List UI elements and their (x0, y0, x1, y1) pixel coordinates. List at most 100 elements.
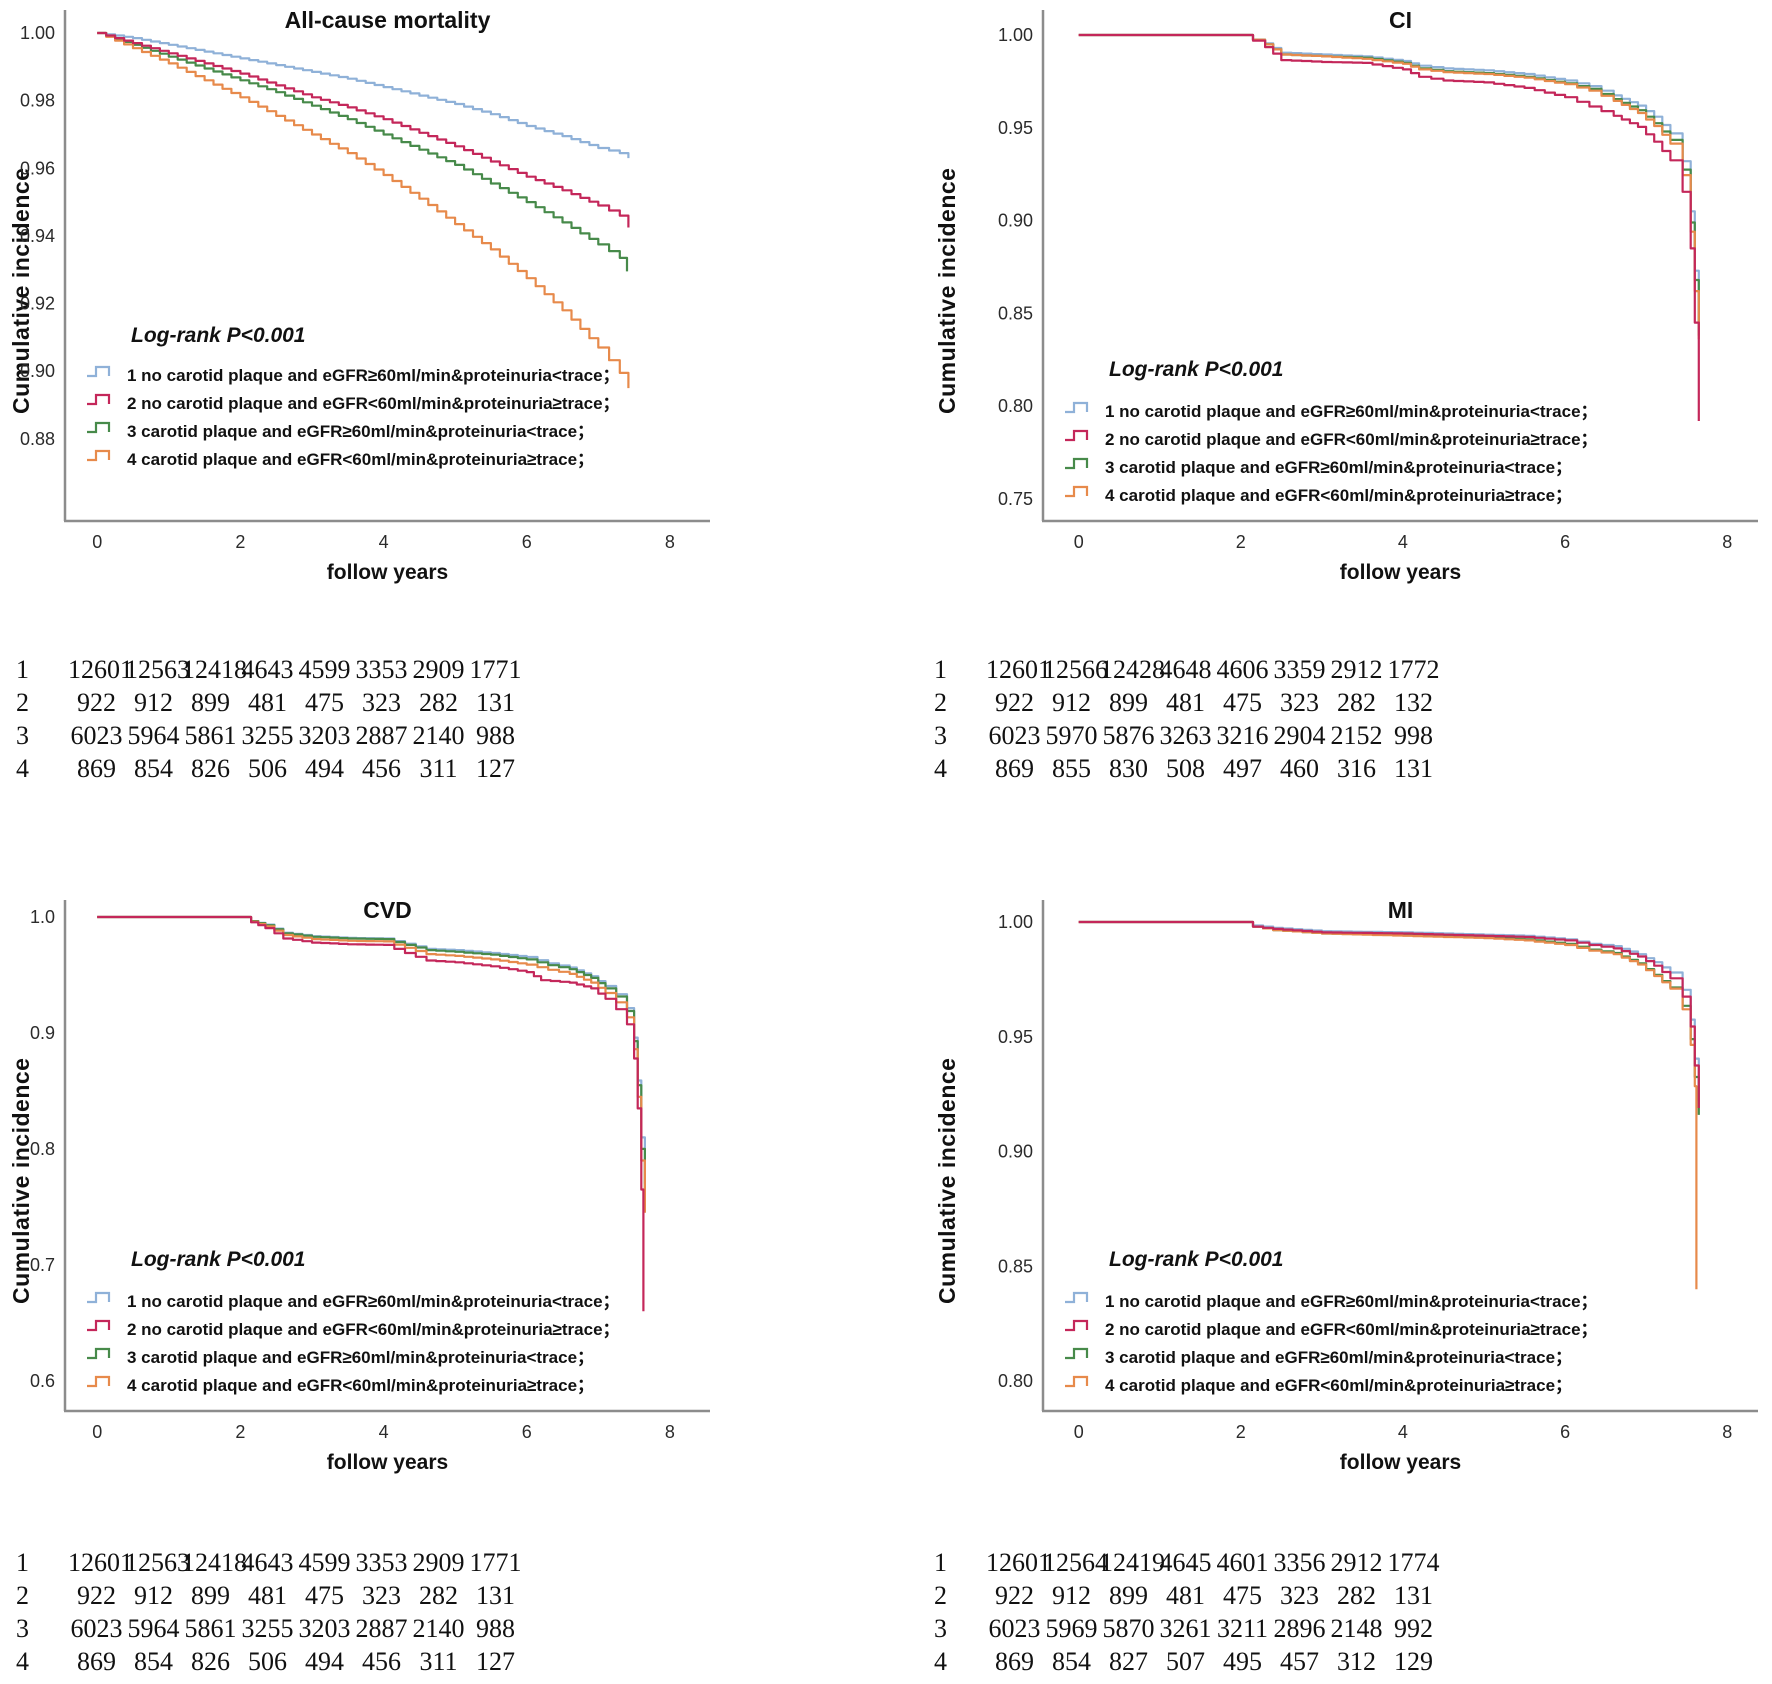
y-tick-label: 0.6 (30, 1371, 55, 1391)
legend-swatch-1 (87, 365, 111, 378)
risk-count: 5861 (184, 1613, 237, 1643)
risk-count: 899 (191, 687, 230, 717)
y-tick-label: 1.00 (20, 23, 55, 43)
chart-mi: MI 1.00 0.95 0.90 0.85 0.80 0 2 4 6 8 follow years L… (998, 897, 1758, 1474)
risk-count: 323 (1280, 1580, 1319, 1610)
risk-count: 988 (476, 1613, 515, 1643)
panel-title: CI (1389, 7, 1412, 33)
risk-count: 3203 (298, 1613, 351, 1643)
risk-count: 3356 (1273, 1547, 1326, 1577)
risk-count: 869 (77, 753, 116, 783)
x-tick-label: 8 (1722, 532, 1732, 552)
risk-row-label: 3 (16, 1613, 29, 1643)
y-tick-label: 0.88 (20, 429, 55, 449)
risk-row-label: 4 (934, 753, 947, 783)
risk-count: 899 (1109, 1580, 1148, 1610)
y-tick-label: 0.9 (30, 1023, 55, 1043)
risk-count: 854 (134, 753, 173, 783)
x-tick-label: 0 (1074, 1422, 1084, 1442)
legend-label-3: 3 carotid plaque and eGFR≥60ml/min&prote… (1105, 458, 1572, 477)
risk-count: 855 (1052, 753, 1091, 783)
log-rank-annotation: Log-rank P<0.001 (1109, 358, 1284, 381)
series-line-4 (97, 915, 646, 1213)
legend-swatch-2 (87, 393, 111, 406)
risk-count: 131 (476, 687, 515, 717)
x-tick-label: 0 (92, 1422, 102, 1442)
risk-table-row: 2 922 912 899 481 475 323 282 131 (926, 1579, 1442, 1612)
legend-swatch-4 (87, 449, 111, 462)
y-tick-label: 0.94 (20, 226, 55, 246)
risk-row-label: 4 (934, 1646, 947, 1676)
risk-count: 4601 (1216, 1547, 1269, 1577)
y-tick-label: 1.00 (998, 912, 1033, 932)
risk-table-row: 3 6023 5969 5870 3261 3211 2896 2148 992 (926, 1612, 1442, 1645)
legend-swatch-3 (1065, 1347, 1089, 1360)
risk-count: 12563 (125, 654, 190, 684)
series-line-3 (1078, 920, 1700, 1115)
legend-label-1: 1 no carotid plaque and eGFR≥60ml/min&pr… (127, 1292, 620, 1311)
risk-count: 3255 (241, 1613, 294, 1643)
log-rank-annotation: Log-rank P<0.001 (1109, 1248, 1284, 1271)
panel-ci: Cumulative incidence CI 1.00 0.95 0.90 0.85 0… (886, 0, 1772, 842)
risk-count: 4648 (1159, 654, 1212, 684)
risk-count: 481 (248, 687, 287, 717)
risk-table-ci: 1 12601 12566 12428 4648 4606 3359 2912 1772 2 922… (926, 653, 1442, 785)
risk-count: 323 (362, 1580, 401, 1610)
series-line-1 (97, 915, 646, 1184)
risk-count: 912 (134, 687, 173, 717)
chart-area-all-cause-mortality: Cumulative incidence All-cause mortality… (0, 2, 886, 592)
chart-area-mi: Cumulative incidence MI 1.00 0.95 0.90 0.85 0… (886, 892, 1772, 1482)
risk-count: 2152 (1330, 720, 1383, 750)
legend-label-3: 3 carotid plaque and eGFR≥60ml/min&prote… (127, 422, 594, 441)
x-axis-title: follow years (327, 1451, 448, 1474)
x-axis-title: follow years (1340, 1451, 1461, 1474)
panel-title: All-cause mortality (285, 7, 491, 33)
y-tick-label: 0.80 (998, 1371, 1033, 1391)
risk-count: 132 (1394, 687, 1433, 717)
risk-count: 3353 (355, 654, 408, 684)
x-tick-label: 2 (1236, 532, 1246, 552)
risk-count: 12566 (1043, 654, 1108, 684)
risk-count: 912 (134, 1580, 173, 1610)
risk-count: 12418 (182, 1547, 247, 1577)
series-line-3 (1078, 33, 1700, 336)
risk-count: 922 (77, 687, 116, 717)
legend-swatch-4 (1065, 485, 1089, 498)
legend-label-2: 2 no carotid plaque and eGFR<60ml/min&pr… (1105, 430, 1598, 449)
risk-count: 475 (305, 1580, 344, 1610)
chart-area-ci: Cumulative incidence CI 1.00 0.95 0.90 0.85 0… (886, 2, 1772, 592)
risk-count: 323 (362, 687, 401, 717)
x-tick-label: 0 (1074, 532, 1084, 552)
risk-count: 457 (1280, 1646, 1319, 1676)
risk-count: 12601 (986, 654, 1051, 684)
x-tick-label: 4 (1398, 532, 1408, 552)
risk-count: 2912 (1330, 654, 1383, 684)
y-tick-label: 1.0 (30, 907, 55, 927)
risk-count: 3216 (1216, 720, 1269, 750)
chart-area-cvd: Cumulative incidence CVD 1.0 0.9 0.8 0.7 0.6 0… (0, 892, 886, 1482)
risk-count: 282 (419, 687, 458, 717)
chart-cvd: CVD 1.0 0.9 0.8 0.7 0.6 0 2 4 6 8 follow years Log-r… (30, 897, 710, 1474)
risk-count: 506 (248, 753, 287, 783)
legend-label-3: 3 carotid plaque and eGFR≥60ml/min&prote… (1105, 1348, 1572, 1367)
chart-all-cause-mortality: All-cause mortality 1.00 0.98 0.96 0.94 0.92 0… (20, 7, 710, 584)
legend-label-1: 1 no carotid plaque and eGFR≥60ml/min&pr… (127, 366, 620, 385)
legend-swatch-1 (1065, 401, 1089, 414)
legend-swatch-2 (1065, 1319, 1089, 1332)
legend-label-2: 2 no carotid plaque and eGFR<60ml/min&pr… (127, 1320, 620, 1339)
series-line-3 (97, 915, 646, 1190)
y-tick-label: 0.90 (20, 361, 55, 381)
risk-table-row: 2 922 912 899 481 475 323 282 131 (8, 686, 524, 719)
risk-table-mi: 1 12601 12564 12419 4645 4601 3356 2912 1774 2 922… (926, 1546, 1442, 1678)
risk-count: 481 (248, 1580, 287, 1610)
legend-label-1: 1 no carotid plaque and eGFR≥60ml/min&pr… (1105, 1292, 1598, 1311)
risk-count: 3359 (1273, 654, 1326, 684)
risk-table-row: 1 12601 12566 12428 4648 4606 3359 2912 1772 (926, 653, 1442, 686)
risk-count: 2887 (355, 1613, 408, 1643)
risk-count: 1772 (1387, 654, 1440, 684)
risk-count: 1771 (469, 1547, 522, 1577)
x-tick-label: 0 (92, 532, 102, 552)
risk-row-label: 1 (16, 1547, 29, 1577)
risk-count: 12563 (125, 1547, 190, 1577)
risk-row-label: 3 (16, 720, 29, 750)
